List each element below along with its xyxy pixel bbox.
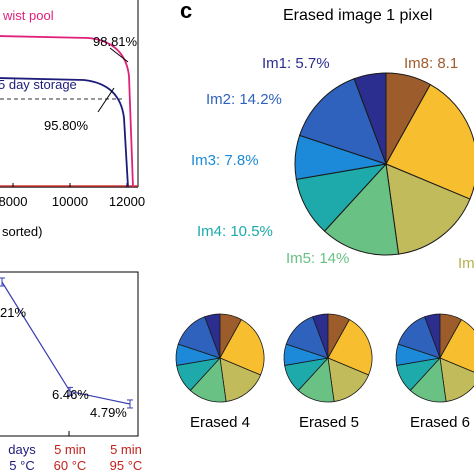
pointer-95-line	[97, 87, 115, 113]
legend-wist-pool: wist pool	[2, 8, 54, 23]
slice-label-im2: Im2: 14.2%	[206, 91, 282, 108]
small-pie-label-erased-5: Erased 5	[299, 414, 359, 431]
category-sub-95: 95 °C	[110, 458, 143, 473]
small-pie-erased-5	[283, 313, 373, 403]
x-axis-label-fragment: sorted)	[2, 224, 42, 239]
pie-slice-im6	[439, 357, 474, 403]
slice-label-im1: Im1: 5.7%	[262, 55, 330, 72]
category-label-95: 5 min	[110, 442, 142, 457]
small-pie-erased-4	[175, 313, 265, 403]
stability-panel: 21% 6.46% 4.79% days 5 °C 5 min 60 °C 5 …	[0, 271, 143, 473]
pie-slice-im2	[397, 316, 441, 359]
pie-panel: c Erased image 1 pixel Im1: 5.7% Im8: 8.…	[175, 0, 474, 431]
point-label-4-79: 4.79%	[90, 405, 127, 420]
error-bars	[0, 277, 133, 409]
category-label-days: days	[8, 442, 36, 457]
legend-5-day-storage: 5 day storage	[0, 77, 77, 92]
pie-slice-im2	[285, 316, 329, 359]
panel-letter: c	[180, 0, 192, 23]
x-tick-label-8000: 8000	[0, 194, 27, 209]
category-label-60: 5 min	[54, 442, 86, 457]
small-pie-label-erased-4: Erased 4	[190, 414, 250, 431]
pie-title: Erased image 1 pixel	[283, 7, 432, 24]
slice-label-im4: Im4: 10.5%	[197, 223, 273, 240]
slice-label-im3: Im3: 7.8%	[191, 152, 259, 169]
stability-series-line	[1, 281, 131, 405]
pie-slice-im6	[385, 163, 471, 255]
slice-label-im6: Im	[458, 255, 474, 272]
point-label-21: 21%	[0, 305, 26, 320]
retention-panel: wist pool 5 day storage 98.81% 95.80% 80…	[0, 0, 145, 239]
pie-slice-im5	[323, 162, 400, 256]
slice-label-im5: Im5: 14%	[286, 250, 349, 267]
category-sub-60: 60 °C	[54, 458, 87, 473]
pie-slice-im2	[177, 316, 221, 359]
pie-slice-im7	[439, 319, 474, 373]
x-tick-label-12000: 12000	[109, 194, 145, 209]
small-pie-label-erased-6: Erased 6	[410, 414, 470, 431]
pie-slice-im6	[327, 357, 370, 403]
point-label-6-46: 6.46%	[52, 387, 89, 402]
wist-pool-curve	[0, 35, 134, 188]
category-sub-days: 5 °C	[9, 458, 34, 473]
stability-frame	[0, 271, 139, 437]
small-pie-erased-6	[395, 313, 474, 403]
pie-slice-im7	[219, 319, 265, 376]
pointer-98-line	[109, 47, 129, 63]
annotation-95-80: 95.80%	[44, 118, 89, 133]
x-tick-label-10000: 10000	[52, 194, 88, 209]
slice-label-im8: Im8: 8.1	[404, 55, 458, 72]
pie-slice-im7	[327, 319, 373, 376]
pie-slice-im6	[219, 357, 262, 403]
pie-slice-im2	[298, 78, 387, 165]
main-pie	[294, 72, 474, 256]
annotation-98-81: 98.81%	[93, 34, 138, 49]
